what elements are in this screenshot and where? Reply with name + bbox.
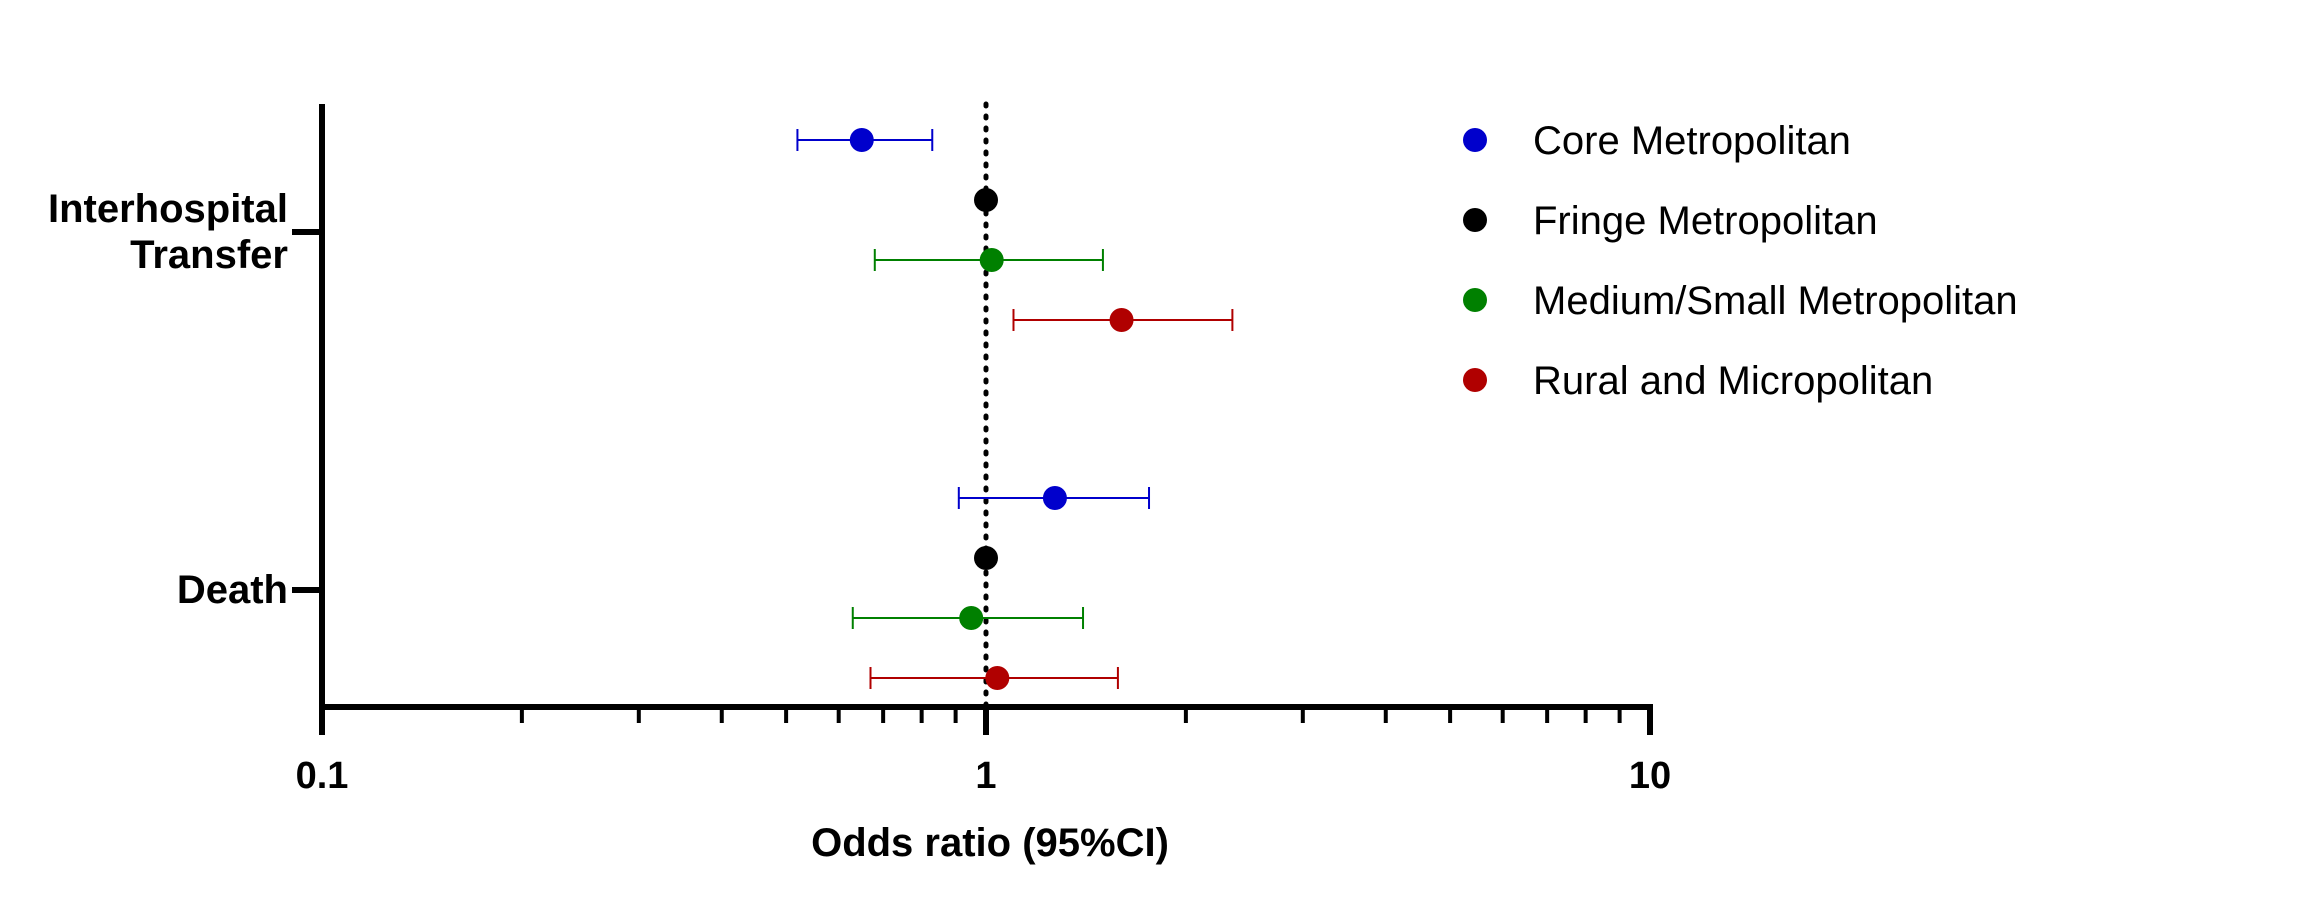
odds-ratio-point (985, 666, 1010, 690)
y-group-label: Interhospital (48, 187, 288, 231)
forest-row (974, 188, 998, 212)
legend-label: Rural and Micropolitan (1533, 359, 1933, 403)
odds-ratio-point (849, 128, 874, 152)
odds-ratio-point (979, 248, 1004, 272)
x-tick-label: 10 (1629, 755, 1671, 797)
odds-ratio-point (974, 188, 998, 212)
legend: Core Metropolitan Fringe Metropolitan Medi… (1463, 119, 2018, 403)
data-layer (796, 128, 1234, 690)
legend-marker (1463, 288, 1487, 312)
legend-label: Core Metropolitan (1533, 119, 1851, 163)
legend-label: Fringe Metropolitan (1533, 199, 1878, 243)
legend-marker (1463, 208, 1487, 232)
legend-item: Core Metropolitan (1463, 119, 1851, 163)
odds-ratio-point (959, 606, 984, 630)
x-tick-label: 1 (975, 755, 996, 797)
forest-row (796, 128, 934, 152)
forest-row (974, 546, 998, 570)
forest-row (869, 666, 1119, 690)
legend-item: Rural and Micropolitan (1463, 359, 1933, 403)
legend-marker (1463, 128, 1487, 152)
odds-ratio-point (1109, 308, 1134, 332)
legend-marker (1463, 368, 1487, 392)
forest-row (957, 486, 1151, 510)
forest-row (1012, 308, 1234, 332)
x-axis-title: Odds ratio (95%CI) (811, 821, 1169, 865)
legend-label: Medium/Small Metropolitan (1533, 279, 2018, 323)
odds-ratio-point (974, 546, 998, 570)
y-group-label: Transfer (130, 233, 288, 277)
forest-row (851, 606, 1085, 630)
forest-row (873, 248, 1104, 272)
x-tick-label: 0.1 (296, 755, 349, 797)
odds-ratio-point (1042, 486, 1067, 510)
legend-item: Medium/Small Metropolitan (1463, 279, 2018, 323)
legend-item: Fringe Metropolitan (1463, 199, 1878, 243)
y-group-label: Death (177, 568, 288, 612)
